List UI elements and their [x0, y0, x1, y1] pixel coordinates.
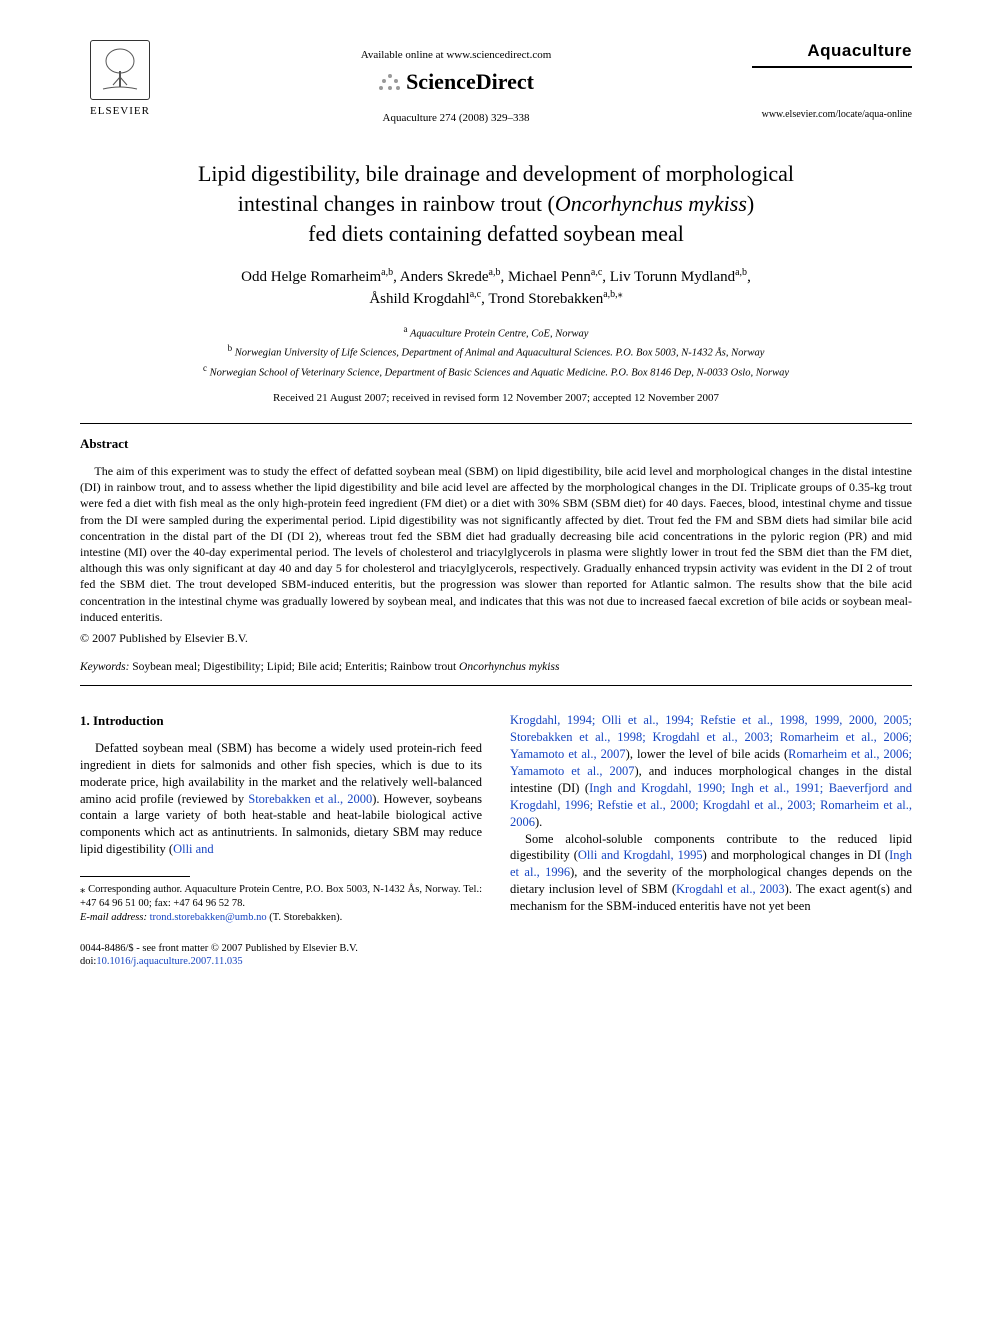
intro-heading: 1. Introduction [80, 712, 482, 730]
abstract-body: The aim of this experiment was to study … [80, 463, 912, 625]
rule-above-abstract [80, 423, 912, 424]
corr-text: Corresponding author. Aquaculture Protei… [80, 884, 482, 909]
intro-paragraph-1: Defatted soybean meal (SBM) has become a… [80, 740, 482, 858]
corresponding-footnote: ⁎ Corresponding author. Aquaculture Prot… [80, 883, 482, 926]
affiliation-c: Norwegian School of Veterinary Science, … [210, 367, 789, 378]
footnote-separator [80, 876, 190, 877]
abstract-heading: Abstract [80, 436, 912, 453]
author-4: Liv Torunn Mydland [610, 269, 735, 285]
author-4-aff: a,b [735, 267, 747, 278]
ref-storebakken-2000[interactable]: Storebakken et al., 2000 [248, 792, 372, 806]
author-5: Åshild Krogdahl [369, 291, 469, 307]
affiliation-a: Aquaculture Protein Centre, CoE, Norway [410, 329, 588, 340]
authors-list: Odd Helge Romarheima,b, Anders Skredea,b… [80, 266, 912, 309]
doi-label: doi: [80, 956, 96, 967]
affiliations: a Aquaculture Protein Centre, CoE, Norwa… [80, 323, 912, 381]
author-1: Odd Helge Romarheim [241, 269, 381, 285]
rule-below-keywords [80, 685, 912, 686]
author-1-aff: a,b [381, 267, 393, 278]
column-left: 1. Introduction Defatted soybean meal (S… [80, 712, 482, 968]
author-3: Michael Penn [508, 269, 591, 285]
email-label: E-mail address: [80, 912, 147, 923]
title-line2-post: ) [747, 191, 754, 216]
author-2: Anders Skrede [400, 269, 489, 285]
journal-url: www.elsevier.com/locate/aqua-online [752, 108, 912, 121]
intro-paragraph-2: Some alcohol-soluble components contribu… [510, 831, 912, 915]
corr-email[interactable]: trond.storebakken@umb.no [150, 912, 267, 923]
elsevier-label: ELSEVIER [90, 104, 150, 118]
keywords-italic: Oncorhynchus mykiss [459, 661, 559, 673]
title-line3: fed diets containing defatted soybean me… [308, 221, 684, 246]
article-title: Lipid digestibility, bile drainage and d… [110, 159, 882, 248]
author-6: Trond Storebakken [488, 291, 603, 307]
footer-meta: 0044-8486/$ - see front matter © 2007 Pu… [80, 942, 482, 969]
email-tail: (T. Storebakken). [267, 912, 343, 923]
title-line2-pre: intestinal changes in rainbow trout ( [238, 191, 555, 216]
sciencedirect-logo: ScienceDirect [160, 68, 752, 97]
author-6-corr: ⁎ [618, 289, 623, 300]
column-right: Krogdahl, 1994; Olli et al., 1994; Refst… [510, 712, 912, 968]
keywords-list: Soybean meal; Digestibility; Lipid; Bile… [132, 661, 459, 673]
author-2-aff: a,b [489, 267, 501, 278]
ref-olli-and[interactable]: Olli and [173, 842, 214, 856]
elsevier-tree-icon [90, 40, 150, 100]
citation-line: Aquaculture 274 (2008) 329–338 [160, 111, 752, 125]
journal-name: Aquaculture [752, 40, 912, 68]
center-header: Available online at www.sciencedirect.co… [160, 40, 752, 125]
sciencedirect-text: ScienceDirect [406, 68, 534, 97]
page-header: ELSEVIER Available online at www.science… [80, 40, 912, 125]
doi-link[interactable]: 10.1016/j.aquaculture.2007.11.035 [96, 956, 242, 967]
elsevier-logo: ELSEVIER [80, 40, 160, 118]
author-3-aff: a,c [591, 267, 602, 278]
title-line1: Lipid digestibility, bile drainage and d… [198, 161, 794, 186]
ref-olli-krogdahl-1995[interactable]: Olli and Krogdahl, 1995 [578, 848, 703, 862]
body-columns: 1. Introduction Defatted soybean meal (S… [80, 712, 912, 968]
sciencedirect-icon [378, 72, 400, 94]
author-6-aff: a,b, [603, 289, 617, 300]
ref-krogdahl-2003[interactable]: Krogdahl et al., 2003 [676, 882, 785, 896]
author-5-aff: a,c [470, 289, 481, 300]
journal-box: Aquaculture www.elsevier.com/locate/aqua… [752, 40, 912, 121]
affiliation-b: Norwegian University of Life Sciences, D… [235, 348, 765, 359]
issn-line: 0044-8486/$ - see front matter © 2007 Pu… [80, 943, 358, 954]
keywords-label: Keywords: [80, 661, 129, 673]
available-online-text: Available online at www.sciencedirect.co… [160, 48, 752, 62]
title-species: Oncorhynchus mykiss [555, 191, 747, 216]
article-dates: Received 21 August 2007; received in rev… [80, 391, 912, 405]
keywords: Keywords: Soybean meal; Digestibility; L… [80, 660, 912, 675]
intro-paragraph-1-cont: Krogdahl, 1994; Olli et al., 1994; Refst… [510, 712, 912, 830]
abstract-copyright: © 2007 Published by Elsevier B.V. [80, 631, 912, 647]
